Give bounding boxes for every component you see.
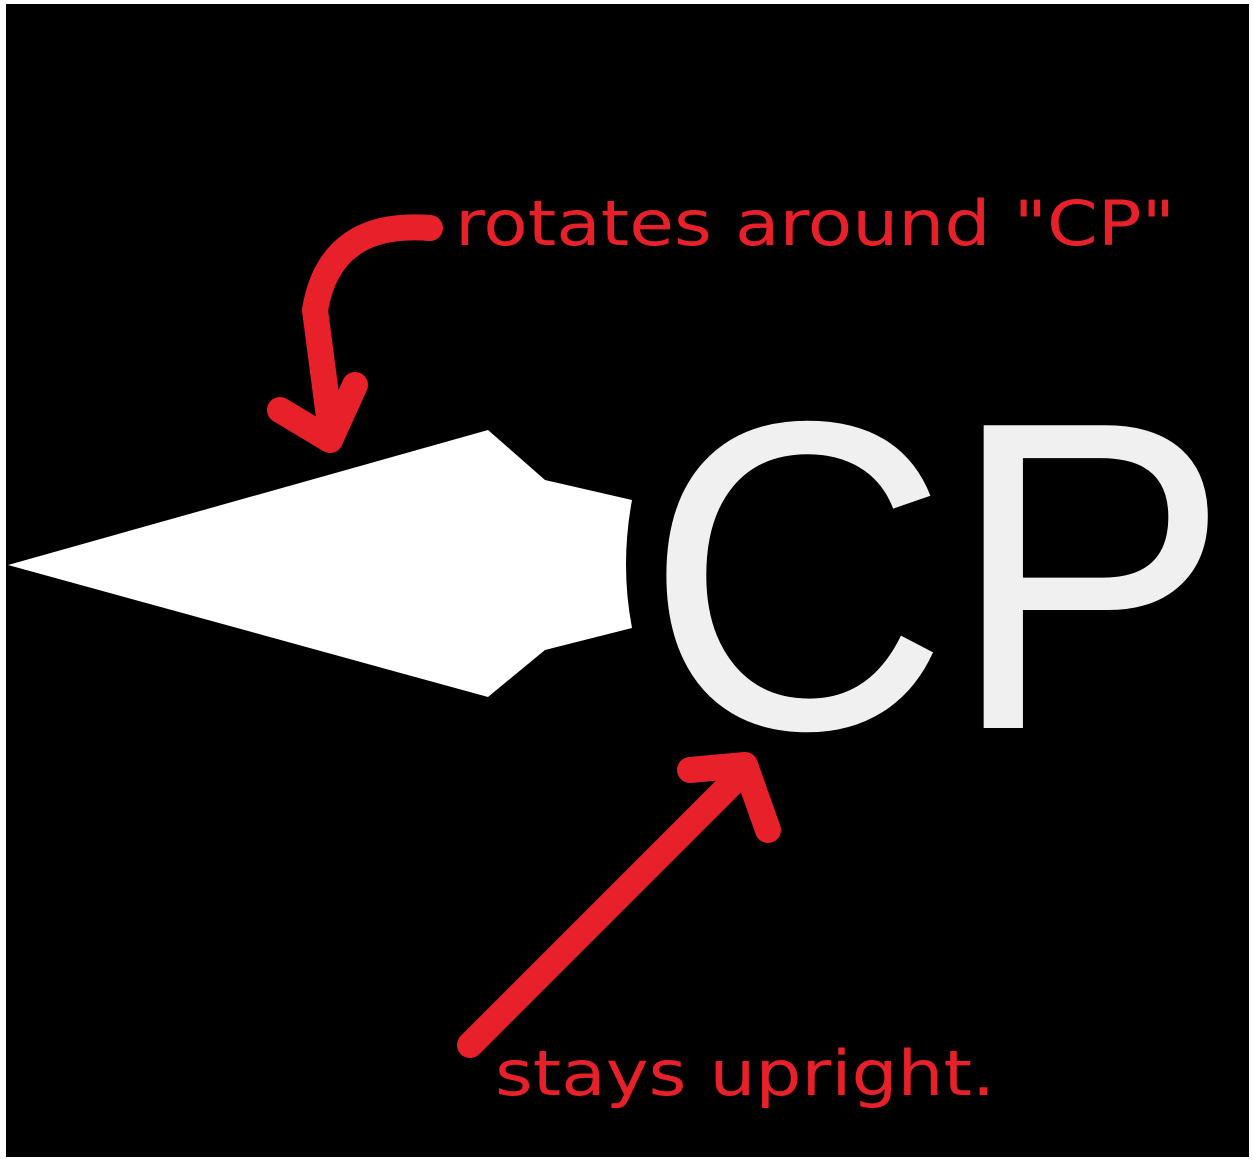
- cp-label: CP: [645, 331, 1230, 822]
- diagram: CP rotates around "CP" stays upright.: [0, 0, 1253, 1161]
- page: CP rotates around "CP" stays upright. ((…: [0, 0, 1253, 1161]
- annotation: stays upright.: [495, 1037, 995, 1110]
- annotation: rotates around "CP": [455, 187, 1175, 260]
